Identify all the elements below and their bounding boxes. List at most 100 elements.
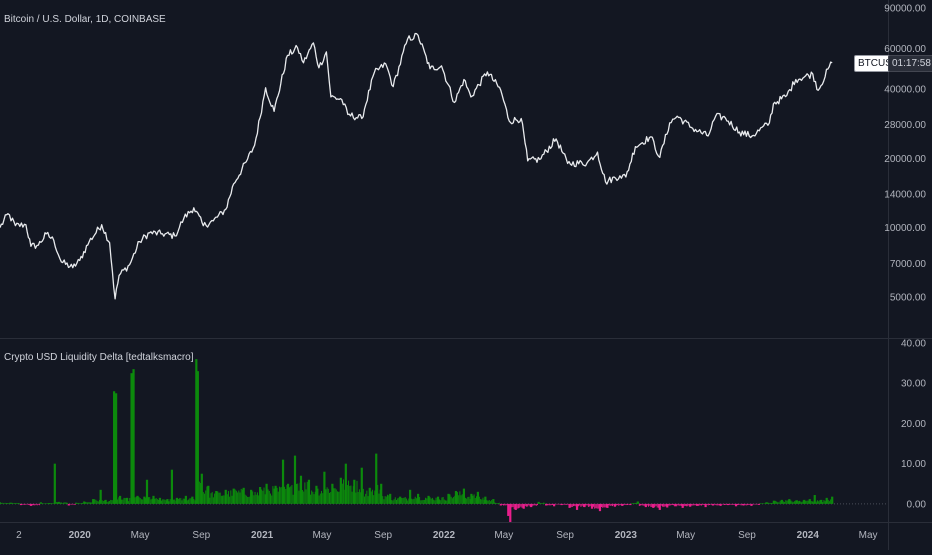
- liquidity-delta-bar[interactable]: [613, 503, 617, 507]
- liquidity-delta-bar[interactable]: [545, 503, 548, 506]
- liquidity-delta-bar[interactable]: [132, 369, 135, 504]
- liquidity-delta-bar[interactable]: [331, 483, 334, 504]
- liquidity-delta-bar[interactable]: [831, 496, 834, 504]
- liquidity-delta-bar[interactable]: [590, 503, 594, 509]
- liquidity-delta-bar[interactable]: [250, 489, 253, 504]
- liquidity-delta-bar[interactable]: [530, 503, 533, 508]
- liquidity-delta-bar[interactable]: [462, 488, 466, 504]
- liquidity-delta-bar[interactable]: [166, 499, 169, 504]
- liquidity-delta-bar[interactable]: [215, 491, 218, 504]
- liquidity-delta-bar[interactable]: [409, 489, 412, 504]
- liquidity-delta-bar[interactable]: [825, 497, 828, 504]
- liquidity-delta-bar[interactable]: [621, 503, 624, 506]
- liquidity-delta-bar[interactable]: [145, 479, 149, 504]
- liquidity-delta-bar[interactable]: [170, 469, 174, 504]
- liquidity-delta-bar[interactable]: [780, 499, 783, 504]
- liquidity-delta-bar[interactable]: [67, 503, 70, 506]
- liquidity-delta-bar[interactable]: [575, 503, 579, 510]
- liquidity-delta-bar[interactable]: [375, 453, 378, 504]
- liquidity-delta-bar[interactable]: [696, 503, 699, 506]
- liquidity-delta-bar[interactable]: [681, 503, 684, 508]
- liquidity-delta-bar[interactable]: [658, 503, 661, 510]
- liquidity-delta-bar[interactable]: [470, 493, 473, 504]
- liquidity-delta-bar[interactable]: [795, 500, 798, 504]
- liquidity-delta-bar[interactable]: [454, 491, 458, 504]
- liquidity-delta-bar[interactable]: [765, 502, 768, 504]
- liquidity-delta-bar[interactable]: [299, 475, 303, 504]
- liquidity-delta-bar[interactable]: [644, 503, 647, 508]
- liquidity-delta-bar[interactable]: [175, 497, 179, 504]
- btcusd-price-line[interactable]: [0, 32, 833, 300]
- liquidity-delta-bar[interactable]: [742, 503, 745, 506]
- liquidity-delta-bar[interactable]: [476, 491, 479, 504]
- liquidity-delta-bar[interactable]: [820, 499, 823, 504]
- liquidity-delta-bar[interactable]: [83, 501, 86, 504]
- indicator-pane[interactable]: [0, 359, 834, 522]
- liquidity-delta-bar[interactable]: [152, 495, 155, 504]
- liquidity-delta-bar[interactable]: [507, 503, 510, 516]
- liquidity-delta-bar[interactable]: [757, 503, 761, 505]
- liquidity-delta-bar[interactable]: [389, 493, 392, 504]
- liquidity-delta-bar[interactable]: [143, 496, 146, 504]
- liquidity-delta-bar[interactable]: [553, 503, 556, 507]
- liquidity-delta-bar[interactable]: [427, 495, 430, 504]
- liquidity-delta-bar[interactable]: [315, 485, 318, 504]
- liquidity-delta-bar[interactable]: [29, 503, 32, 506]
- liquidity-delta-bar[interactable]: [636, 501, 639, 504]
- liquidity-delta-bar[interactable]: [399, 496, 402, 504]
- liquidity-delta-bar[interactable]: [286, 483, 290, 504]
- liquidity-delta-bar[interactable]: [750, 503, 753, 506]
- liquidity-delta-bar[interactable]: [48, 503, 51, 505]
- liquidity-delta-bar[interactable]: [711, 503, 715, 506]
- liquidity-delta-bar[interactable]: [307, 479, 311, 504]
- liquidity-delta-bar[interactable]: [813, 495, 816, 504]
- liquidity-delta-bar[interactable]: [19, 503, 23, 506]
- liquidity-delta-bar[interactable]: [136, 495, 139, 504]
- liquidity-delta-bar[interactable]: [92, 499, 95, 504]
- liquidity-delta-bar[interactable]: [323, 471, 326, 504]
- liquidity-delta-bar[interactable]: [125, 497, 129, 504]
- liquidity-delta-bar[interactable]: [274, 485, 277, 504]
- liquidity-delta-bar[interactable]: [704, 503, 707, 508]
- liquidity-delta-bar[interactable]: [719, 503, 722, 506]
- liquidity-delta-bar[interactable]: [191, 496, 194, 504]
- liquidity-delta-bar[interactable]: [130, 373, 133, 504]
- liquidity-delta-bar[interactable]: [492, 499, 495, 504]
- liquidity-delta-bar[interactable]: [522, 503, 525, 509]
- liquidity-delta-bar[interactable]: [293, 455, 297, 504]
- liquidity-delta-bar[interactable]: [0, 502, 2, 504]
- liquidity-delta-bar[interactable]: [484, 496, 487, 504]
- liquidity-delta-bar[interactable]: [772, 500, 775, 504]
- liquidity-delta-bar[interactable]: [803, 499, 806, 504]
- liquidity-delta-bar[interactable]: [53, 463, 56, 504]
- liquidity-delta-bar[interactable]: [259, 486, 262, 504]
- liquidity-delta-bar[interactable]: [499, 503, 502, 506]
- liquidity-delta-bar[interactable]: [568, 503, 571, 508]
- liquidity-delta-bar[interactable]: [509, 503, 512, 522]
- liquidity-delta-bar[interactable]: [242, 487, 245, 504]
- liquidity-delta-bar[interactable]: [674, 503, 677, 507]
- liquidity-delta-bar[interactable]: [344, 463, 347, 504]
- liquidity-delta-bar[interactable]: [368, 487, 371, 504]
- liquidity-delta-bar[interactable]: [39, 502, 42, 504]
- liquidity-delta-bar[interactable]: [75, 502, 78, 504]
- liquidity-delta-bar[interactable]: [265, 483, 268, 504]
- liquidity-delta-bar[interactable]: [281, 459, 285, 504]
- liquidity-delta-bar[interactable]: [232, 488, 235, 504]
- liquidity-delta-bar[interactable]: [195, 359, 198, 504]
- liquidity-delta-bar[interactable]: [598, 503, 602, 512]
- liquidity-delta-bar[interactable]: [184, 495, 187, 504]
- liquidity-delta-bar[interactable]: [416, 493, 420, 504]
- liquidity-delta-bar[interactable]: [158, 497, 162, 504]
- liquidity-delta-bar[interactable]: [224, 489, 227, 504]
- liquidity-delta-bar[interactable]: [339, 477, 342, 504]
- liquidity-delta-bar[interactable]: [537, 501, 540, 504]
- liquidity-delta-bar[interactable]: [726, 503, 730, 506]
- liquidity-delta-bar[interactable]: [104, 499, 107, 504]
- liquidity-delta-bar[interactable]: [808, 499, 811, 504]
- liquidity-delta-bar[interactable]: [99, 489, 102, 504]
- liquidity-delta-bar[interactable]: [57, 501, 60, 504]
- liquidity-delta-bar[interactable]: [629, 503, 632, 506]
- liquidity-delta-bar[interactable]: [360, 467, 363, 504]
- liquidity-delta-bar[interactable]: [560, 503, 563, 506]
